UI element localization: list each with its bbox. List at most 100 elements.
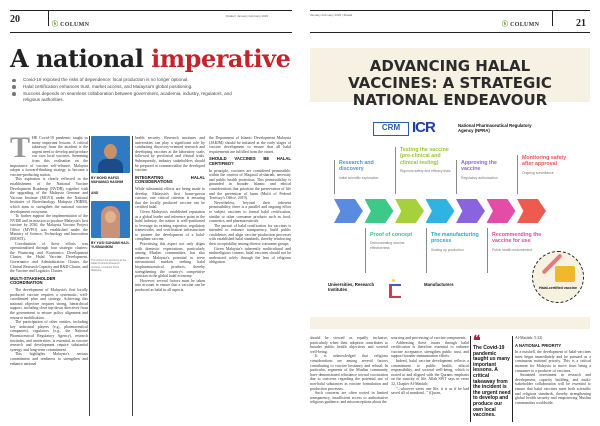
author-note: The writers are lecturers at the Halal P…: [91, 259, 127, 273]
stage-description: Regulatory authorization: [461, 175, 498, 180]
article-title: A national imperative: [10, 44, 291, 73]
banner-title: ADVANCING HALAL VACCINES: A STRATEGIC NA…: [348, 57, 552, 109]
key-point: Success depends on seamless collaboratio…: [10, 91, 250, 105]
paragraph: However, several factors must be taken i…: [135, 278, 205, 292]
quote-mark-icon: ❝: [473, 333, 481, 349]
and-label: AND: [91, 191, 99, 196]
author-prefix: BY: [91, 240, 96, 245]
stage-description: Initial scientific exploration: [339, 175, 379, 180]
key-point: Halal certification enhances trust, mark…: [10, 84, 250, 91]
key-points-list: Covid-19 exposed the risks of dependence…: [10, 77, 250, 104]
column-divider: [470, 336, 471, 422]
stage-description: Rigorous safety and efficacy trials: [400, 168, 451, 173]
top-rule: [310, 10, 590, 11]
page-number-right: 21: [576, 18, 586, 29]
timeline-tick: [395, 147, 396, 194]
body-column-right-1: should be viewed as equally inclusive, p…: [310, 336, 388, 424]
timeline-tick: [456, 160, 457, 194]
vial-icon: [555, 266, 575, 282]
body-column-right-3: Al-Maidah: 5:32) A NATIONAL PRIORITY In …: [515, 336, 591, 424]
subheading: A NATIONAL PRIORITY: [515, 342, 562, 348]
process-chevron: [456, 199, 485, 223]
stage-title: Proof of concept: [370, 232, 413, 238]
icr-logo: ICR: [412, 119, 436, 136]
stage-bottom: Recommending the vaccine for use Public …: [487, 228, 545, 273]
stage-top: Monitoring safety after approval Ongoing…: [517, 155, 575, 194]
subheading: INTEGRATING HALAL CONSIDERATIONS: [135, 174, 205, 185]
author-name-1: BY MOHD HAFIZI MUHAMAD HASHIM: [91, 176, 130, 184]
paragraph: Given Malaysia's inherently multicultura…: [209, 246, 291, 265]
paragraph: health security. Research institutes and…: [135, 136, 205, 173]
halal-h-logo-icon: ⓗ: [52, 22, 59, 28]
paragraph: Addressing these issues through halal ce…: [391, 340, 469, 359]
author-name-2: BY YUSI SUHAIMI HAJI-YUSMANIKIM: [91, 241, 130, 249]
badge-label: Halal-certified vaccine: [539, 286, 577, 290]
paragraph: Al-Maidah: 5:32): [515, 336, 543, 340]
npra-label: National Pharmaceutical Regulatory Agenc…: [458, 123, 532, 133]
key-point: Covid-19 exposed the risks of dependence…: [10, 77, 250, 84]
paragraph: This aspiration is clearly reflected in …: [10, 177, 88, 214]
section-text: COLUMN: [60, 22, 90, 28]
process-chevron: [486, 199, 516, 223]
halal-h-logo-icon: ⓗ: [502, 22, 509, 28]
paragraph: Coordination of these efforts was operat…: [10, 241, 88, 274]
paragraph: Such concerns are often rooted in limite…: [310, 391, 388, 405]
issue-date-right: January-February 2026 | #Halal: [310, 13, 353, 17]
subheading: SHOULD VACCINES BE HALAL CERTIFIED?: [209, 156, 291, 166]
infographic-footer-strip: [310, 317, 590, 329]
title-part1: A national: [10, 44, 144, 73]
timeline-tick: [365, 228, 366, 273]
stage-title: The manufacturing process: [431, 232, 479, 245]
stage-description: Ongoing surveillance: [522, 170, 554, 175]
header-rule: [10, 32, 292, 33]
timeline-tick: [334, 160, 335, 194]
actor-manufacturers: Manufacturers: [424, 282, 454, 287]
stage-title: Testing the vaccine (pre-clinical and cl…: [400, 147, 449, 166]
stage-bottom: The manufacturing process Scaling up pro…: [426, 228, 484, 273]
stage-description: Public health endorsement: [492, 247, 533, 252]
column-divider: [132, 136, 133, 416]
paragraph: "...whoever saves one life, it is as if …: [391, 386, 469, 396]
stage-bottom: Proof of concept Demonstrating vaccine e…: [365, 228, 423, 273]
pull-quote-text: The Covid-19 pandemic taught us many imp…: [473, 345, 511, 419]
process-chevron: [364, 199, 394, 223]
body-column-4: the Department of Islamic Development Ma…: [209, 136, 291, 421]
header-rule: [310, 32, 590, 33]
paragraph: Given Malaysia's established reputation …: [135, 209, 205, 242]
stage-title: Recommending the vaccine for use: [492, 232, 542, 245]
stage-description: Demonstrating vaccine effectiveness: [370, 241, 405, 250]
paragraph: Indeed, halal vaccine development reflec…: [391, 358, 469, 386]
paragraph: should be viewed as equally inclusive, p…: [310, 336, 388, 354]
paragraph: It is acknowledged that religious consid…: [310, 354, 388, 391]
timeline-tick: [517, 155, 518, 194]
paragraph: Prioritising this aspect not only aligns…: [135, 242, 205, 279]
timeline-tick: [487, 228, 488, 273]
author-photo-1: [91, 136, 130, 173]
title-banner: ADVANCING HALAL VACCINES: A STRATEGIC NA…: [310, 48, 590, 109]
paragraph: While substantial efforts are being made…: [135, 186, 205, 210]
timeline-tick: [426, 228, 427, 273]
pull-quote: ❝ The Covid-19 pandemic taught us many i…: [473, 333, 511, 419]
paragraph: The pursuit of halal certification for v…: [209, 223, 291, 247]
subheading: MULTI-STAKEHOLDER COORDINATION: [10, 275, 56, 286]
paragraph: The development of Malaysia's first loca…: [10, 288, 88, 320]
paragraph: To further support the implementation of…: [10, 214, 88, 242]
dropcap: T: [10, 136, 31, 164]
paragraph: HE Covid-19 pandemic taught us many impo…: [10, 136, 88, 177]
author-photo-2: [91, 200, 130, 238]
author-name: YUSI SUHAIMI HAJI-YUSMANIKIM: [91, 240, 130, 249]
paragraph: sourcing and processing of vaccine compo…: [391, 336, 467, 340]
process-chevron: [334, 199, 363, 223]
stage-title: Approving the vaccine: [461, 160, 497, 173]
stage-description: Scaling up production: [431, 247, 464, 252]
body-column-1: T HE Covid-19 pandemic taught us many im…: [10, 136, 88, 421]
section-label-right: ⓗ COLUMN: [502, 19, 539, 28]
stage-title: Research and discovery: [339, 160, 374, 173]
issue-date-left: #Halal | January-February 2026: [226, 14, 269, 18]
paragraph: In a nutshell, the development of halal-…: [515, 350, 591, 373]
section-text: COLUMN: [510, 22, 540, 28]
title-highlight: imperative: [151, 44, 291, 73]
halal-badge: Halal-certified vaccine: [532, 251, 584, 303]
author-prefix: BY: [91, 176, 96, 180]
author-name: MOHD HAFIZI MUHAMAD HASHIM: [91, 176, 124, 185]
